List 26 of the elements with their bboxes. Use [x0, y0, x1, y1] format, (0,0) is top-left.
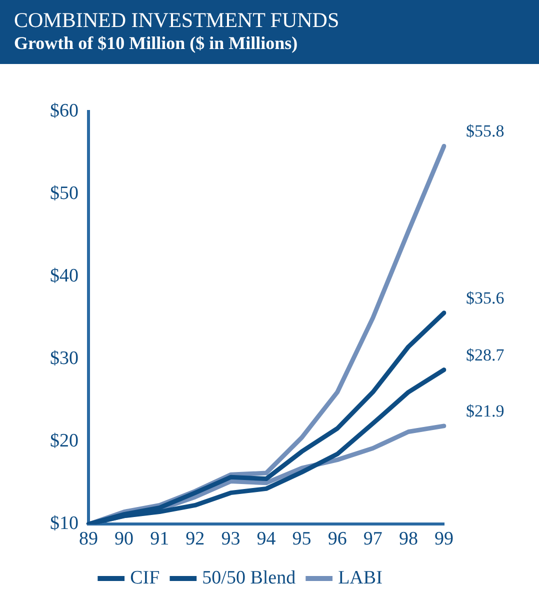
y-tick-label: $30 [50, 348, 78, 370]
annotation: $21.9 [466, 401, 504, 420]
y-tick-label: $10 [50, 513, 78, 534]
x-tick-label: 92 [186, 528, 205, 550]
chart-subtitle: Growth of $10 Million ($ in Millions) [14, 32, 299, 54]
x-tick-label: 89 [79, 528, 98, 550]
chart-title: COMBINED INVESTMENT FUNDS [14, 8, 340, 32]
y-tick-label: $50 [50, 182, 78, 204]
annotation: $55.8 [466, 122, 504, 141]
legend-label: LABI [338, 567, 382, 588]
x-tick-label: 96 [328, 528, 347, 550]
x-tick-label: 90 [114, 528, 134, 550]
x-tick-label: 97 [363, 528, 382, 550]
y-tick-label: $20 [50, 430, 78, 452]
x-tick-label: 93 [221, 528, 240, 550]
x-tick-label: 91 [150, 528, 170, 550]
x-tick-label: 99 [434, 528, 454, 550]
annotation: $28.7 [466, 345, 505, 364]
x-tick-label: 95 [292, 528, 312, 550]
y-tick-label: $40 [50, 266, 78, 287]
legend-label: CIF [130, 567, 160, 588]
legend-label: 50/50 Blend [202, 567, 296, 588]
annotation: $35.6 [466, 288, 504, 308]
x-tick-label: 94 [256, 528, 276, 550]
x-tick-label: 98 [398, 528, 418, 550]
y-tick-label: $60 [50, 100, 78, 122]
